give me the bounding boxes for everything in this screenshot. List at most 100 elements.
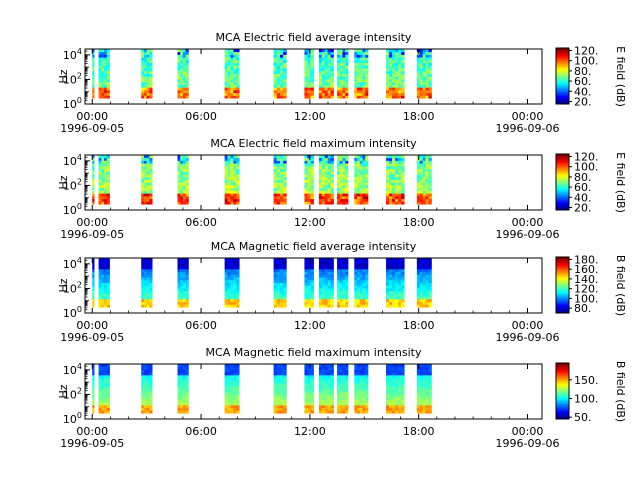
heatmap-cell <box>401 293 405 297</box>
colorbar-swatch <box>556 48 569 50</box>
heatmap-cell <box>104 372 108 376</box>
heatmap-cell <box>386 163 390 167</box>
heatmap-cell <box>101 95 105 99</box>
heatmap-cell <box>425 279 429 283</box>
heatmap-cell <box>180 391 184 395</box>
heatmap-cell <box>182 73 187 77</box>
heatmap-cell <box>362 92 366 96</box>
heatmap-cell <box>357 201 361 205</box>
heatmap-cell <box>401 380 405 384</box>
heatmap-cell <box>357 185 361 189</box>
heatmap-cell <box>310 59 314 64</box>
heatmap-cell <box>92 301 95 305</box>
heatmap-cell <box>389 51 393 55</box>
heatmap-cell <box>419 76 424 80</box>
heatmap-cell <box>327 70 331 74</box>
heatmap-cell <box>104 160 108 164</box>
heatmap-cell <box>342 402 346 406</box>
heatmap-cell <box>279 185 284 189</box>
heatmap-cell <box>279 190 284 194</box>
heatmap-cell <box>389 298 393 303</box>
heatmap-cell <box>92 271 95 275</box>
heatmap-cell <box>354 266 358 270</box>
heatmap-cell <box>362 185 366 189</box>
colorbar-swatch <box>556 163 569 166</box>
heatmap-cell <box>273 290 278 294</box>
heatmap-cell <box>339 364 343 368</box>
heatmap-cell <box>310 76 314 80</box>
heatmap-cell <box>395 391 399 395</box>
heatmap-cell <box>324 391 329 395</box>
heatmap-cell <box>224 87 228 91</box>
heatmap-cell <box>321 157 326 161</box>
heatmap-cell <box>146 95 150 99</box>
heatmap-cell <box>273 298 278 303</box>
heatmap-cell <box>428 81 432 85</box>
heatmap-cell <box>345 92 349 96</box>
heatmap-cell <box>365 68 369 72</box>
heatmap-cell <box>98 168 102 172</box>
heatmap-cell <box>428 76 432 80</box>
heatmap-cell <box>236 279 240 283</box>
heatmap-cell <box>276 293 281 297</box>
heatmap-cell <box>182 298 187 303</box>
heatmap-cell <box>98 402 102 406</box>
heatmap-cell <box>339 76 343 80</box>
heatmap-cell <box>395 369 399 373</box>
heatmap-cell <box>283 168 287 172</box>
heatmap-cell <box>236 201 240 205</box>
heatmap-cell <box>422 87 426 91</box>
heatmap-cell <box>318 70 323 74</box>
heatmap-cell <box>92 402 95 406</box>
heatmap-cell <box>395 182 399 186</box>
x-tick-label: 12:00 <box>294 319 326 332</box>
heatmap-cell <box>422 174 426 178</box>
heatmap-cell <box>318 372 323 376</box>
heatmap-cell <box>337 369 341 373</box>
heatmap-cell <box>177 68 181 72</box>
heatmap-cell <box>236 410 240 414</box>
heatmap-cell <box>342 73 346 77</box>
heatmap-cell <box>345 168 349 172</box>
heatmap-cell <box>236 380 240 384</box>
heatmap-cell <box>401 274 405 278</box>
heatmap-cell <box>236 402 240 406</box>
heatmap-cell <box>354 301 358 305</box>
heatmap-cell <box>106 51 110 55</box>
heatmap-cell <box>324 65 329 69</box>
heatmap-cell <box>321 65 326 69</box>
heatmap-cell <box>307 198 311 202</box>
heatmap-cell <box>104 195 108 200</box>
heatmap-cell <box>401 201 405 205</box>
heatmap-cell <box>149 168 153 172</box>
heatmap-cell <box>337 296 341 300</box>
heatmap-cell <box>283 73 287 77</box>
heatmap-cell <box>357 380 361 384</box>
colorbar-frame <box>555 153 570 211</box>
heatmap-cell <box>146 404 150 409</box>
heatmap-cell <box>146 198 150 202</box>
heatmap-cell <box>273 263 278 267</box>
heatmap-cell <box>422 160 426 164</box>
date-start-label: 1996-09-05 <box>60 437 124 450</box>
heatmap-cell <box>339 160 343 164</box>
heatmap-cell <box>236 290 240 294</box>
heatmap-cell <box>401 81 405 85</box>
heatmap-cell <box>321 410 326 414</box>
heatmap-cell <box>149 57 153 61</box>
heatmap-cell <box>365 179 369 183</box>
heatmap-cell <box>310 404 314 409</box>
heatmap-cell <box>104 87 108 91</box>
heatmap-cell <box>230 369 234 373</box>
heatmap-cell <box>106 168 110 172</box>
heatmap-cell <box>428 374 432 379</box>
heatmap-cell <box>180 59 184 64</box>
heatmap-cell <box>398 193 402 197</box>
heatmap-cell <box>398 293 402 297</box>
heatmap-cell <box>321 394 326 398</box>
heatmap-cell <box>392 171 396 175</box>
heatmap-cell <box>104 301 108 305</box>
heatmap-cell <box>365 57 369 61</box>
heatmap-cell <box>318 364 323 368</box>
heatmap-cell <box>230 372 234 376</box>
